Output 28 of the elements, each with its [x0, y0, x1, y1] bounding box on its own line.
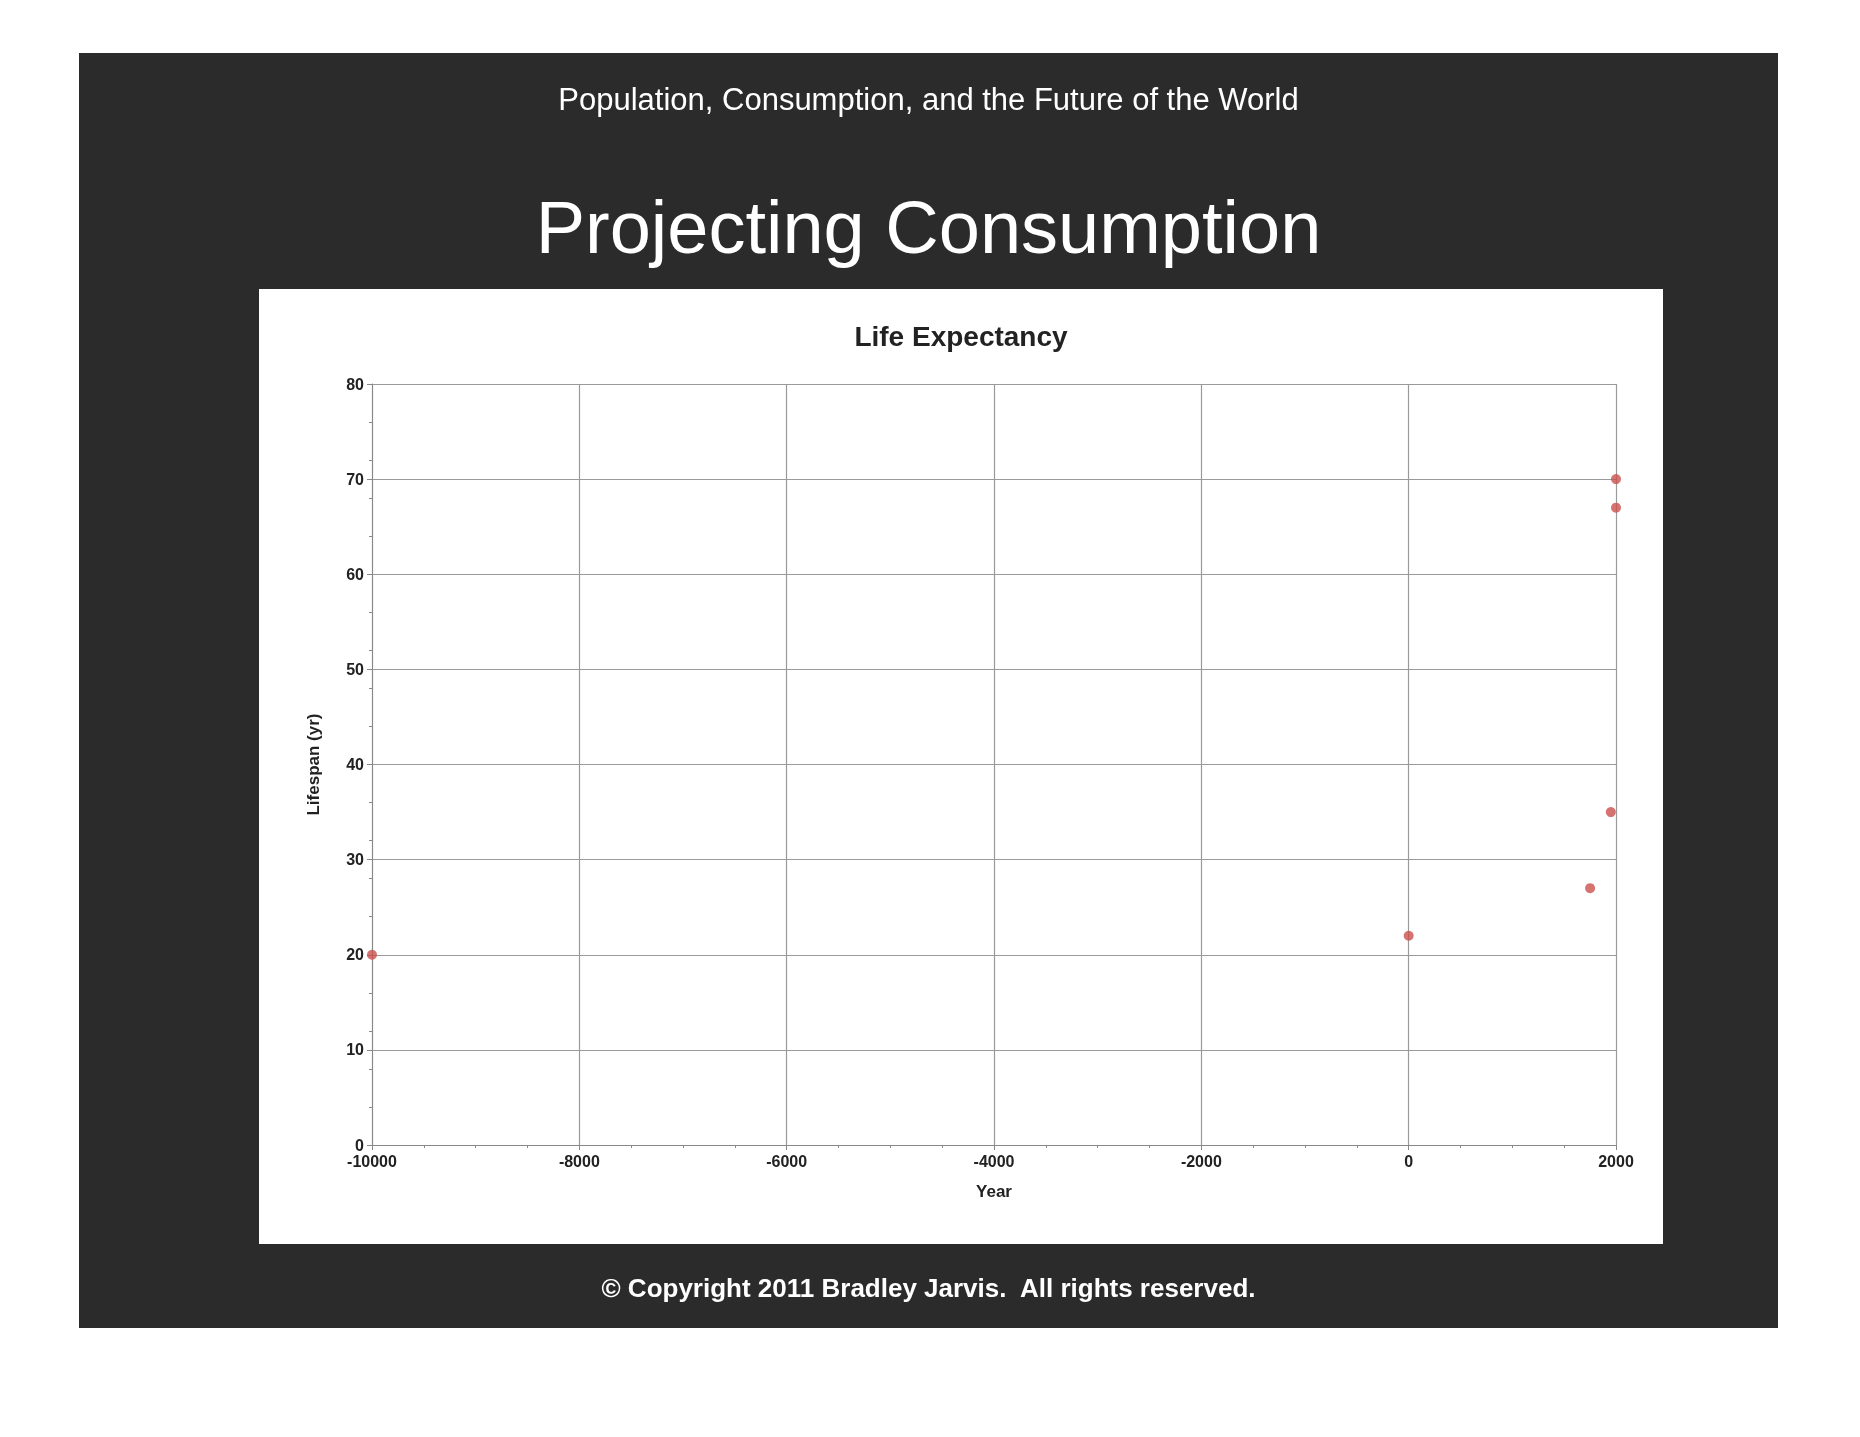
- x-tick-label: -8000: [558, 1152, 600, 1170]
- point: [1605, 807, 1616, 818]
- point: [1611, 474, 1621, 485]
- y-tick-label: 10: [346, 1041, 365, 1059]
- chart-subtitle: Population, Consumption, and the Future of the World: [558, 82, 1299, 117]
- x-tick-label: -2000: [1180, 1152, 1222, 1170]
- point: [1403, 930, 1414, 941]
- point: [1611, 502, 1621, 513]
- y-tick-label: 30: [346, 851, 365, 869]
- y-tick-label: 40: [346, 756, 365, 773]
- x-axis-title: Year: [976, 1182, 1013, 1201]
- x-tick-label: 0: [1404, 1152, 1414, 1170]
- point: [1585, 883, 1596, 894]
- y-tick-label: 60: [346, 565, 365, 583]
- y-tick-label: 80: [346, 375, 365, 393]
- chart-title: Projecting Consumption: [534, 185, 1323, 270]
- x-tick-label: -4000: [973, 1152, 1015, 1170]
- point: [367, 949, 377, 960]
- y-axis-title: Lifespan (yr): [304, 713, 323, 816]
- y-tick-label: 0: [355, 1136, 365, 1154]
- text: Life Expectancy: [854, 320, 1069, 352]
- y-tick-label: 50: [346, 660, 365, 678]
- y-tick-label: 70: [346, 470, 365, 488]
- text: © Copyright 2011 Bradley Jarvis. All rights reserved.: [600, 1273, 1257, 1304]
- y-tick-label: 20: [346, 946, 365, 964]
- x-tick-label: -6000: [766, 1152, 808, 1170]
- x-tick-label: 2000: [1598, 1152, 1634, 1170]
- x-tick-label: -10000: [347, 1152, 398, 1170]
